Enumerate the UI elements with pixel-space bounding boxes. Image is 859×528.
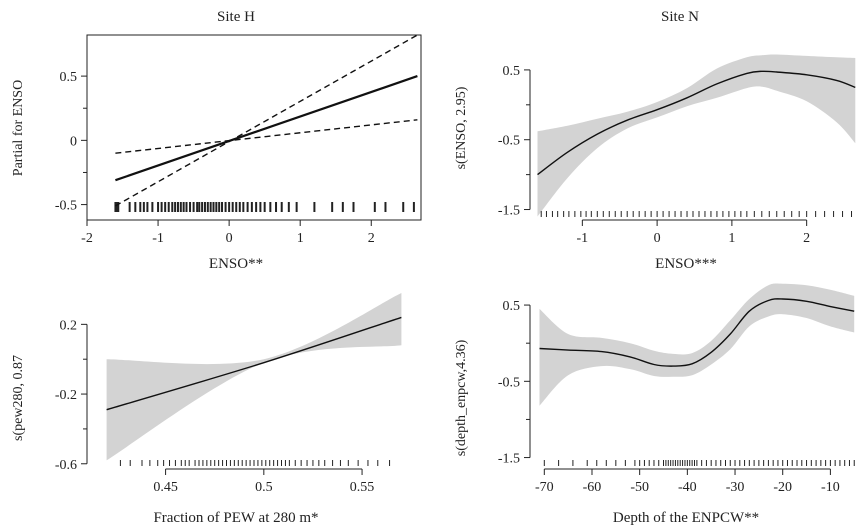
panel-site-n: Site N s(ENSO, 2.95) ENSO*** -1 0 1 2 -1.5 -0… [454, 9, 856, 272]
plot-area: -70 -60 -50 -40 -30 -20 -10 -1.5 -0.5 0.5 [498, 283, 855, 495]
x-tick-label: 0.55 [350, 480, 375, 495]
x-axis-label: ENSO*** [655, 256, 717, 272]
x-axis-label: Depth of the ENPCW** [613, 510, 759, 526]
x-tick-label: 2 [368, 231, 375, 246]
confidence-line [115, 119, 418, 154]
y-tick-label: -0.5 [498, 375, 520, 390]
x-tick-label: 1 [297, 231, 304, 246]
plot-frame [86, 34, 422, 221]
x-tick-label: -2 [81, 231, 93, 246]
x-axis-label: ENSO** [209, 256, 263, 272]
x-tick-label: -1 [152, 231, 164, 246]
x-tick-label: -10 [821, 480, 840, 495]
y-tick-label: -0.5 [498, 134, 520, 149]
plot-area: -1 0 1 2 -1.5 -0.5 0.5 [498, 54, 856, 246]
x-tick-label: 2 [803, 231, 810, 246]
y-tick-label: -0.5 [55, 199, 77, 214]
y-tick-label: 0.5 [503, 64, 521, 79]
fit-line [115, 75, 418, 182]
x-tick-label: -30 [726, 480, 745, 495]
panel-title: Site N [661, 9, 699, 25]
fit-line [537, 70, 856, 176]
x-tick-label: 0 [654, 231, 661, 246]
panel-pew280: s(pew280, 0.87 Fraction of PEW at 280 m*… [11, 293, 402, 526]
y-axis-label: s(depth_enpcw,4.36) [454, 339, 469, 456]
y-tick-label: 0 [70, 134, 77, 149]
x-tick-label: -60 [583, 480, 602, 495]
confidence-band [537, 54, 856, 217]
x-tick-label: 1 [728, 231, 735, 246]
confidence-band [106, 293, 402, 461]
fit-line [539, 298, 855, 367]
plot-area: -2 -1 0 1 2 -0.5 0 0.5 [55, 34, 422, 246]
panel-depth-enpcw: s(depth_enpcw,4.36) Depth of the ENPCW**… [454, 283, 855, 526]
x-tick-label: -50 [630, 480, 649, 495]
y-tick-label: 0.5 [60, 70, 78, 85]
y-tick-label: -0.6 [55, 458, 77, 473]
x-axis-label: Fraction of PEW at 280 m* [153, 510, 318, 526]
y-axis-label: s(pew280, 0.87 [11, 355, 26, 441]
fit-line [106, 316, 402, 411]
x-tick-label: -1 [577, 231, 589, 246]
y-tick-label: 0.2 [60, 318, 78, 333]
panel-title: Site H [217, 9, 255, 25]
confidence-band [539, 283, 855, 406]
x-tick-label: 0 [226, 231, 233, 246]
y-tick-label: -1.5 [498, 452, 520, 467]
x-tick-label: -70 [535, 480, 554, 495]
y-axis-label: Partial for ENSO [11, 80, 26, 176]
x-tick-label: 0.5 [255, 480, 273, 495]
x-tick-label: -20 [773, 480, 792, 495]
y-axis-label: s(ENSO, 2.95) [454, 86, 469, 169]
plot-area: 0.45 0.5 0.55 -0.6 -0.2 0.2 [55, 293, 402, 495]
x-tick-label: -40 [678, 480, 697, 495]
x-tick-label: 0.45 [153, 480, 178, 495]
y-tick-label: 0.5 [503, 299, 521, 314]
panel-site-h: Site H Partial for ENSO ENSO** -2 -1 0 1 2 -0… [11, 9, 422, 272]
y-tick-label: -0.2 [55, 388, 77, 403]
confidence-line [115, 34, 418, 207]
y-tick-label: -1.5 [498, 204, 520, 219]
